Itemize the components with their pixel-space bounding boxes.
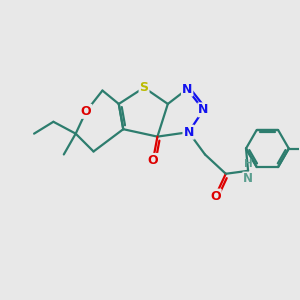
Text: N: N	[182, 82, 192, 96]
Text: S: S	[140, 81, 148, 94]
Text: N: N	[198, 103, 209, 116]
Text: N: N	[184, 126, 194, 139]
Text: H: H	[244, 159, 253, 169]
Text: N: N	[243, 172, 253, 185]
Text: O: O	[210, 190, 221, 202]
Text: O: O	[81, 105, 92, 118]
Text: O: O	[148, 154, 158, 167]
